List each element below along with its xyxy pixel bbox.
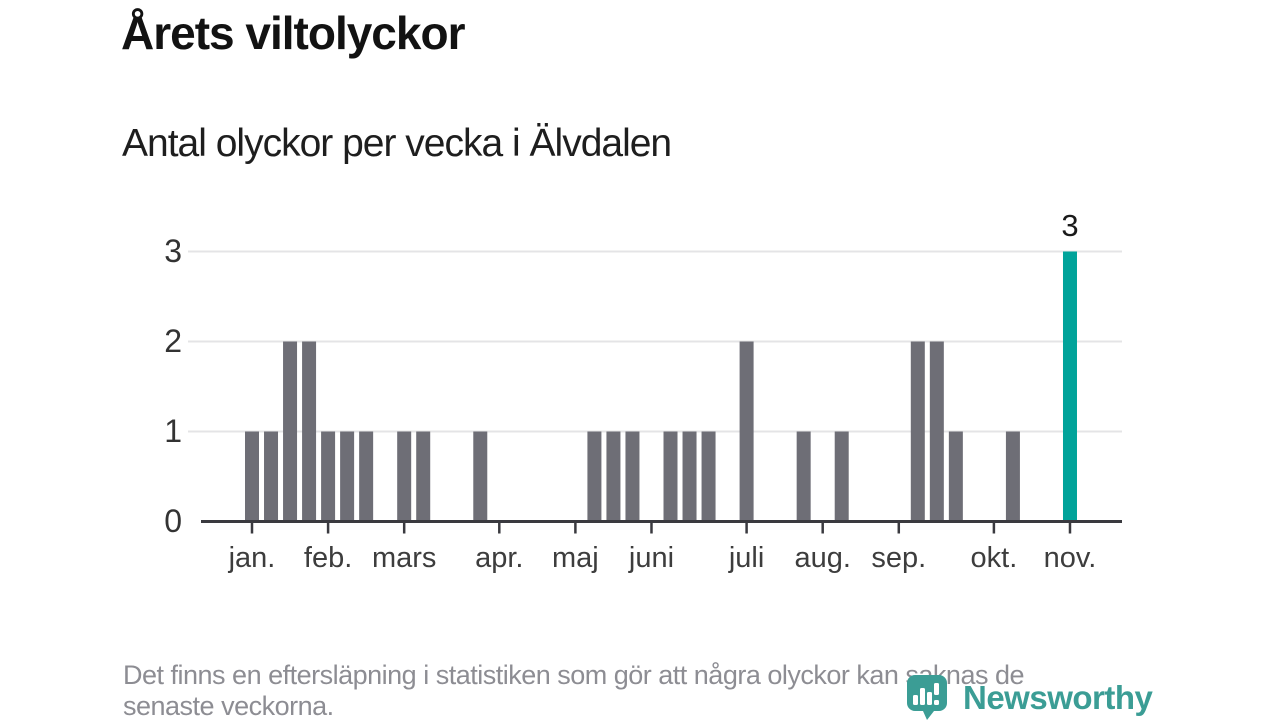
bar-week-21 <box>625 431 640 522</box>
x-label-okt: okt. <box>971 542 1018 574</box>
bar-week-2 <box>264 431 279 522</box>
bar-week-7 <box>359 431 374 522</box>
x-label-mars: mars <box>372 542 436 574</box>
newsworthy-pin-barchart-icon <box>907 675 947 720</box>
bar-week-23 <box>663 431 678 522</box>
x-label-sep: sep. <box>871 542 926 574</box>
bar-week-13 <box>473 431 488 522</box>
bar-week-9 <box>397 431 412 522</box>
bar-week-19 <box>587 431 602 522</box>
footnote-line-1: Det finns en eftersläpning i statistiken… <box>123 660 1025 690</box>
highlight-value-label: 3 <box>1061 208 1078 243</box>
bar-week-27 <box>739 341 754 522</box>
y-label-1: 1 <box>164 413 182 449</box>
bar-week-41 <box>1005 431 1020 522</box>
newsworthy-wordmark: Newsworthy <box>963 679 1153 716</box>
bar-week-20 <box>606 431 621 522</box>
bar-week-3 <box>283 341 298 522</box>
bar-week-6 <box>340 431 355 522</box>
x-label-nov: nov. <box>1044 542 1097 574</box>
bar-week-32 <box>834 431 849 522</box>
chart-subtitle: Antal olyckor per vecka i Älvdalen <box>122 122 672 165</box>
bar-week-5 <box>321 431 336 522</box>
chart-title: Årets viltolyckor <box>121 7 465 59</box>
y-label-2: 2 <box>164 323 182 359</box>
bar-week-24 <box>682 431 697 522</box>
x-label-juni: juni <box>628 542 674 574</box>
x-label-maj: maj <box>552 542 599 574</box>
bar-week-44 <box>1062 251 1077 522</box>
bar-week-37 <box>929 341 944 522</box>
x-label-aug: aug. <box>794 542 850 574</box>
x-label-apr: apr. <box>475 542 523 574</box>
y-label-0: 0 <box>164 503 182 539</box>
bar-week-30 <box>796 431 811 522</box>
bar-week-36 <box>910 341 925 522</box>
bar-week-38 <box>948 431 963 522</box>
bar-week-25 <box>701 431 716 522</box>
y-label-3: 3 <box>164 233 182 269</box>
x-label-feb: feb. <box>304 542 352 574</box>
bar-week-1 <box>245 431 259 522</box>
bar-week-4 <box>302 341 317 522</box>
x-label-juli: juli <box>728 542 764 574</box>
bar-week-10 <box>416 431 431 522</box>
footnote: Det finns en eftersläpning i statistiken… <box>123 660 1025 720</box>
x-label-jan: jan. <box>228 542 276 574</box>
footnote-line-2: senaste veckorna. <box>123 691 334 720</box>
